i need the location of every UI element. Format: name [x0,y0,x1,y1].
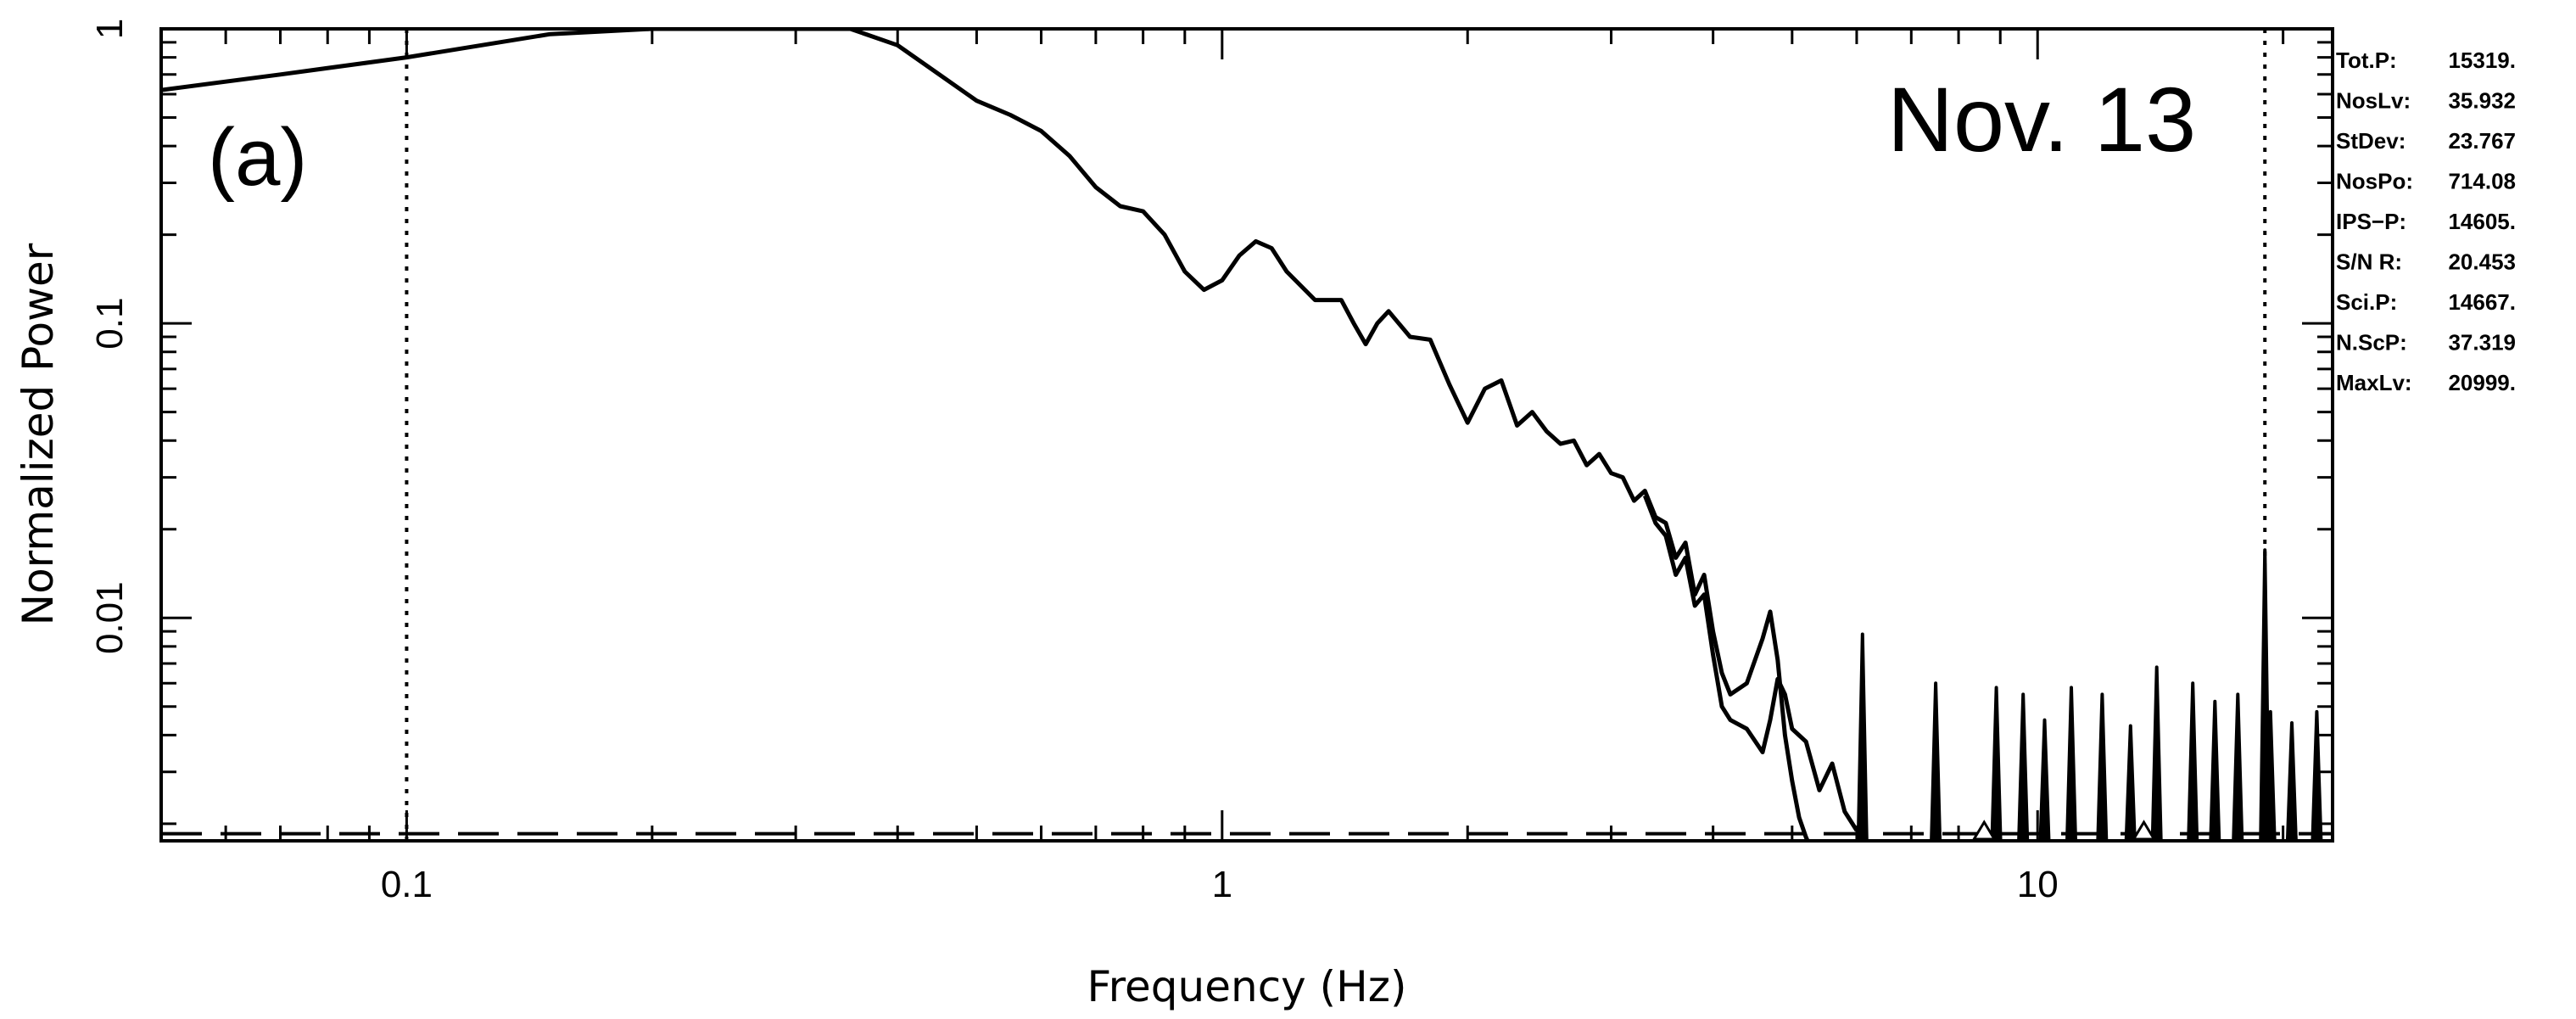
spectrum-spike [1856,632,1869,841]
reference-lines [161,29,2333,841]
triangle-marker [1971,820,1997,841]
stat-label: NosPo: [2336,169,2413,194]
stat-label: IPS−P: [2336,209,2406,234]
y-axis-title: Normalized Power [14,243,63,625]
plot-frame [159,27,2334,843]
stat-value: 35.932 [2448,88,2516,114]
stat-value: 714.08 [2448,169,2516,194]
stat-value: 14667. [2448,289,2516,315]
y-tick-label: 0.1 [89,298,131,350]
x-axis-title: Frequency (Hz) [1087,962,1406,1011]
spectrum-spike [1990,686,2003,841]
spectrum-spike [2187,681,2199,841]
spectrum-spike [2209,699,2221,841]
triangle-marker [2131,820,2157,841]
stats-block: Tot.P: 15319. NosLv: 35.932 StDev: 23.767 NosP… [2336,48,2516,395]
stat-value: 37.319 [2448,330,2516,356]
stat-label: StDev: [2336,128,2406,154]
stat-label: Sci.P: [2336,289,2397,315]
spectrum-spike [2232,692,2244,841]
spectrum-spike [2096,692,2109,841]
stat-value: 14605. [2448,209,2516,234]
spectrum-spike [2311,709,2323,841]
spectrum-spike [2065,686,2077,841]
stat-value: 20999. [2448,370,2516,395]
marker-layer [1971,820,2157,841]
x-tick-label: 0.1 [381,864,433,905]
y-tick-labels: 1 0.1 0.01 [89,19,131,654]
stat-value: 23.767 [2448,128,2516,154]
x-tick-label: 1 [1212,864,1232,905]
spectrum-spike [2264,709,2277,841]
stat-label: MaxLv: [2336,370,2412,395]
spectrum-spike [1930,681,1942,841]
y-tick-label: 1 [89,19,131,39]
spectrum-spike [2038,718,2051,841]
stat-value: 20.453 [2448,249,2516,275]
chart-title: Nov. 13 [1887,68,2196,171]
spectrum-series-line-1 [161,29,1810,841]
spectrum-spike [2124,724,2137,841]
stat-label: NosLv: [2336,88,2411,114]
panel-label: (a) [208,112,307,203]
spectrum-series-line-2 [1642,495,1859,831]
stat-label: S/N R: [2336,249,2402,275]
y-tick-label: 0.01 [89,581,131,654]
stat-label: Tot.P: [2336,48,2397,73]
spike-layer [1856,548,2323,841]
spectrum-spike [2150,665,2163,841]
stat-label: N.ScP: [2336,330,2407,356]
x-tick-label: 10 [2017,864,2059,905]
spectrum-spike [2285,721,2298,841]
spectrum-spike [2017,692,2030,841]
stat-value: 15319. [2448,48,2516,73]
x-tick-labels: 0.1 1 10 [381,864,2059,905]
series-layer [161,29,1859,841]
